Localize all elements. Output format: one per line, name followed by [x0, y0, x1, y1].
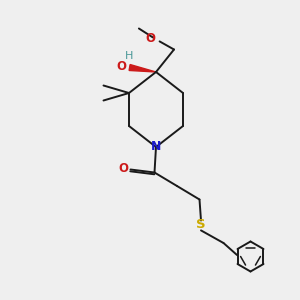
Text: H: H [125, 51, 133, 61]
Text: N: N [151, 140, 161, 154]
Polygon shape [129, 64, 156, 72]
Text: O: O [118, 162, 128, 176]
Text: O: O [116, 60, 126, 73]
Text: O: O [146, 32, 155, 46]
Text: S: S [196, 218, 206, 232]
